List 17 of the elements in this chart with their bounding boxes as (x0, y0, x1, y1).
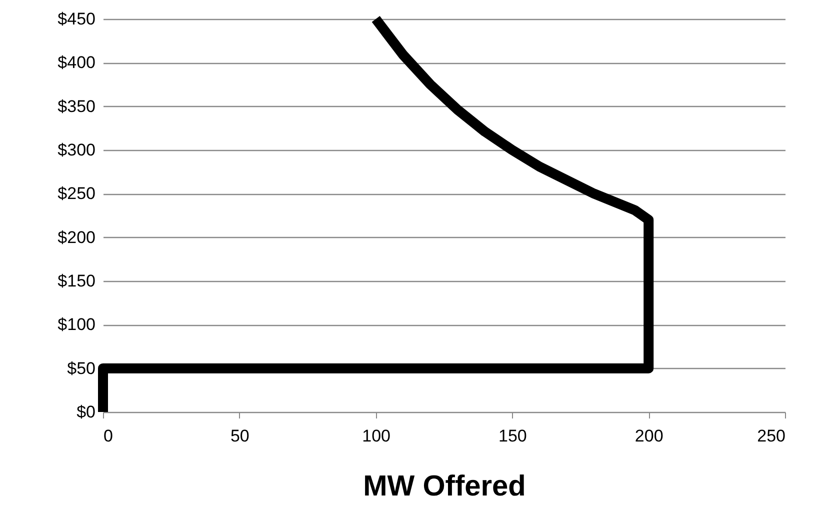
y-tick-label: $350 (58, 96, 96, 116)
x-axis-title: MW Offered (363, 470, 526, 502)
y-tick-label: $400 (58, 53, 96, 72)
x-tick-label: 0 (104, 426, 113, 446)
x-tick-label: 50 (230, 426, 250, 446)
x-tick-label: 250 (757, 426, 786, 446)
y-tick-label: $100 (58, 315, 96, 334)
y-tick-label: $0 (76, 402, 96, 422)
y-tick-label: $200 (58, 228, 96, 247)
y-tick-label: $300 (58, 140, 96, 160)
y-tick-label: $150 (58, 272, 96, 290)
x-tick-label: 150 (498, 426, 527, 446)
x-tick-label: 200 (634, 426, 664, 446)
y-tick-label: $250 (58, 184, 96, 204)
y-tick-label: $50 (67, 358, 96, 378)
y-tick-label: $450 (58, 10, 96, 28)
x-tick-label: 100 (362, 426, 390, 446)
